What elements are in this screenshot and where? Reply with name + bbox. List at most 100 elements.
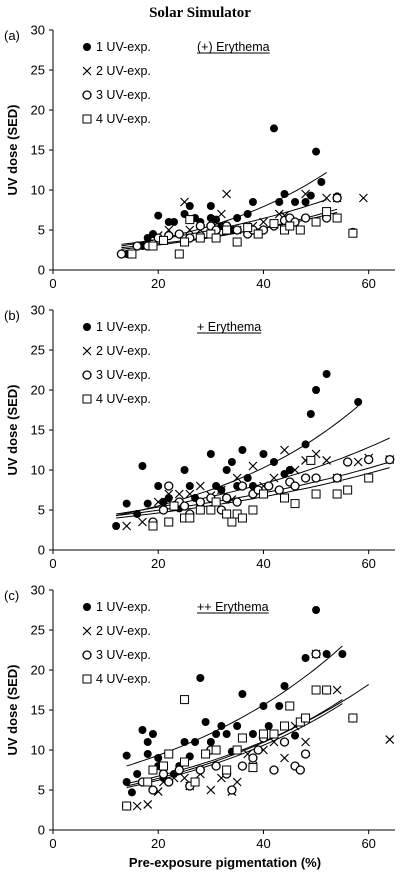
legend-marker [82,394,92,404]
data-point [332,473,342,483]
data-point [243,223,253,233]
data-point [233,722,242,730]
data-point [364,473,374,483]
data-point [206,505,216,515]
series-4 [122,685,358,811]
erythema-annotation: (+) Erythema [197,40,270,54]
data-point [222,225,232,235]
data-point [227,517,237,527]
data-point [258,489,268,499]
data-point [312,147,321,156]
panels-container: (a) UV dose (SED) 0 5 10 15 20 25 30 0 20 40 60 1 UV-… [4,23,395,851]
data-point [353,457,363,467]
data-point [279,737,290,747]
data-point [180,695,190,705]
data-point [248,461,258,471]
data-point [196,674,205,682]
data-point [133,770,142,778]
data-point [237,513,247,523]
data-point [185,489,195,499]
data-point [385,735,395,745]
legend-marker [83,323,91,331]
data-point [306,191,315,200]
data-point [311,473,321,483]
data-point [164,489,174,499]
data-point [285,466,294,474]
data-point [195,765,205,775]
data-point [269,458,278,466]
trendline-series-1 [115,405,359,517]
data-point [300,213,311,223]
data-point [243,210,252,218]
data-point [301,713,311,723]
legend-entry: 1 UV-exp. [96,320,151,334]
data-point [238,690,247,698]
data-point [311,489,321,499]
data-point [290,499,300,509]
panel-label: (b) [4,308,20,323]
data-point [185,215,195,225]
data-point [132,801,142,811]
x-tick-label: 40 [256,556,270,571]
data-point [174,249,184,259]
data-point [306,410,315,418]
data-point [280,721,290,731]
y-axis-label: UV dose (SED) [5,384,20,475]
legend-entry: 1 UV-exp. [96,600,151,614]
y-tick-label: 0 [38,543,45,558]
data-point [169,501,179,511]
data-point [322,207,332,217]
data-point [180,197,189,207]
data-point [154,754,163,762]
data-point [222,730,231,738]
data-point [122,801,132,811]
legend-marker [82,650,92,660]
data-point [191,738,200,746]
data-point [232,473,242,483]
legend-entry: 2 UV-exp. [96,624,151,638]
data-point [232,745,242,755]
data-point [322,193,332,203]
erythema-annotation: ++ Erythema [197,600,269,614]
data-point [164,517,174,527]
series-1 [122,606,347,797]
data-point [280,445,289,455]
data-point [143,777,153,787]
data-point [195,233,205,243]
data-point [201,718,210,726]
y-axis-label: UV dose (SED) [5,664,20,755]
legend-marker [82,346,92,356]
data-point [301,737,310,747]
x-tick-label: 20 [151,836,165,851]
data-point [180,738,189,746]
legend-entry: 4 UV-exp. [96,112,151,126]
y-tick-label: 15 [31,703,45,718]
data-point [153,497,163,507]
data-point [180,466,189,474]
series-4 [127,207,358,259]
data-point [301,440,310,449]
legend-marker [82,626,92,636]
panel-label: (c) [4,588,19,603]
y-tick-label: 15 [31,143,45,158]
data-point [237,733,247,743]
data-point [179,501,190,511]
data-point [332,213,342,223]
data-point [237,761,248,771]
data-point [232,497,242,507]
data-point [122,751,131,760]
y-tick-label: 5 [38,503,45,518]
data-point [148,785,158,795]
data-point [216,209,226,219]
data-point [158,761,168,771]
y-tick-label: 25 [31,623,45,638]
y-tick-label: 10 [31,743,45,758]
panel-label: (a) [4,28,20,43]
legend-entry: 4 UV-exp. [96,392,151,406]
y-tick-label: 5 [38,783,45,798]
legend-entry: 1 UV-exp. [96,40,151,54]
y-tick-label: 0 [38,263,45,278]
data-point [364,454,374,465]
data-point [238,446,247,454]
legend-entry: 4 UV-exp. [96,672,151,686]
